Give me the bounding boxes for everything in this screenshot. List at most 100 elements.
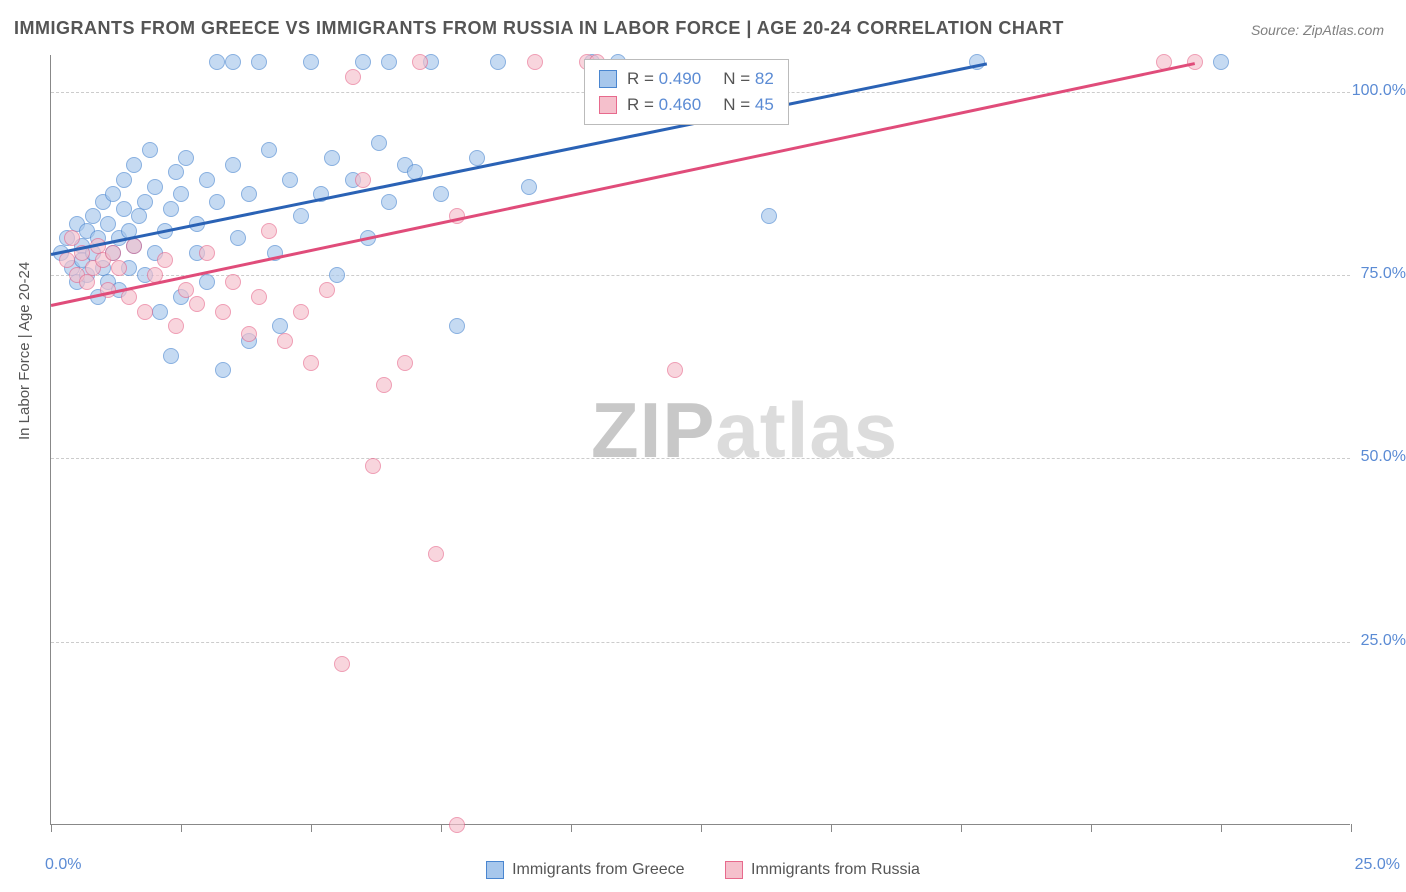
swatch-greece	[486, 861, 504, 879]
chart-title: IMMIGRANTS FROM GREECE VS IMMIGRANTS FRO…	[14, 18, 1064, 39]
data-point	[397, 355, 413, 371]
data-point	[225, 54, 241, 70]
data-point	[131, 208, 147, 224]
data-point	[152, 304, 168, 320]
data-point	[241, 186, 257, 202]
data-point	[449, 318, 465, 334]
data-point	[116, 172, 132, 188]
data-point	[293, 208, 309, 224]
x-tick	[961, 824, 962, 832]
data-point	[329, 267, 345, 283]
legend-label-greece: Immigrants from Greece	[512, 861, 684, 879]
data-point	[105, 186, 121, 202]
data-point	[324, 150, 340, 166]
data-point	[376, 377, 392, 393]
legend-stats-row: R = 0.490N = 82	[599, 66, 774, 92]
data-point	[64, 230, 80, 246]
data-point	[371, 135, 387, 151]
data-point	[173, 186, 189, 202]
gridline-h	[51, 275, 1350, 276]
data-point	[282, 172, 298, 188]
x-tick	[311, 824, 312, 832]
n-label: N = 45	[723, 95, 774, 115]
data-point	[261, 223, 277, 239]
data-point	[147, 179, 163, 195]
data-point	[225, 157, 241, 173]
data-point	[157, 252, 173, 268]
data-point	[59, 252, 75, 268]
data-point	[126, 157, 142, 173]
data-point	[111, 260, 127, 276]
watermark-part2: atlas	[715, 386, 898, 474]
legend-item-greece: Immigrants from Greece	[486, 861, 684, 879]
gridline-h	[51, 642, 1350, 643]
data-point	[428, 546, 444, 562]
legend-stats: R = 0.490N = 82 R = 0.460 N = 45	[584, 59, 789, 125]
legend-stats-row: R = 0.460 N = 45	[599, 92, 774, 118]
x-tick	[571, 824, 572, 832]
legend-bottom: Immigrants from Greece Immigrants from R…	[0, 861, 1406, 884]
watermark-part1: ZIP	[591, 386, 715, 474]
data-point	[225, 274, 241, 290]
data-point	[334, 656, 350, 672]
data-point	[199, 172, 215, 188]
data-point	[381, 54, 397, 70]
data-point	[209, 194, 225, 210]
y-tick-label: 25.0%	[1361, 632, 1406, 650]
data-point	[381, 194, 397, 210]
x-tick	[701, 824, 702, 832]
data-point	[272, 318, 288, 334]
source-attribution: Source: ZipAtlas.com	[1251, 22, 1384, 38]
data-point	[79, 274, 95, 290]
data-point	[215, 304, 231, 320]
data-point	[168, 164, 184, 180]
data-point	[490, 54, 506, 70]
data-point	[365, 458, 381, 474]
data-point	[303, 355, 319, 371]
data-point	[345, 69, 361, 85]
data-point	[355, 54, 371, 70]
data-point	[251, 289, 267, 305]
x-tick	[1221, 824, 1222, 832]
data-point	[178, 282, 194, 298]
data-point	[189, 296, 205, 312]
x-tick	[1091, 824, 1092, 832]
gridline-h	[51, 458, 1350, 459]
data-point	[121, 289, 137, 305]
data-point	[215, 362, 231, 378]
data-point	[163, 201, 179, 217]
data-point	[100, 216, 116, 232]
watermark: ZIPatlas	[591, 385, 898, 476]
swatch-icon	[599, 96, 617, 114]
data-point	[469, 150, 485, 166]
swatch-icon	[599, 70, 617, 88]
y-tick-label: 100.0%	[1352, 82, 1406, 100]
data-point	[85, 208, 101, 224]
data-point	[126, 238, 142, 254]
data-point	[178, 150, 194, 166]
data-point	[667, 362, 683, 378]
x-tick	[831, 824, 832, 832]
data-point	[209, 54, 225, 70]
data-point	[199, 245, 215, 261]
x-tick	[181, 824, 182, 832]
data-point	[168, 318, 184, 334]
y-tick-label: 50.0%	[1361, 448, 1406, 466]
data-point	[137, 194, 153, 210]
data-point	[433, 186, 449, 202]
x-tick	[51, 824, 52, 832]
r-label: R = 0.460	[627, 95, 701, 115]
data-point	[277, 333, 293, 349]
n-label: N = 82	[723, 69, 774, 89]
data-point	[449, 817, 465, 833]
data-point	[142, 142, 158, 158]
legend-item-russia: Immigrants from Russia	[725, 861, 920, 879]
data-point	[137, 304, 153, 320]
plot-area: ZIPatlas 25.0%50.0%75.0%100.0%0.0%25.0%R…	[50, 55, 1350, 825]
swatch-russia	[725, 861, 743, 879]
data-point	[527, 54, 543, 70]
data-point	[241, 326, 257, 342]
data-point	[230, 230, 246, 246]
x-tick	[441, 824, 442, 832]
data-point	[319, 282, 335, 298]
